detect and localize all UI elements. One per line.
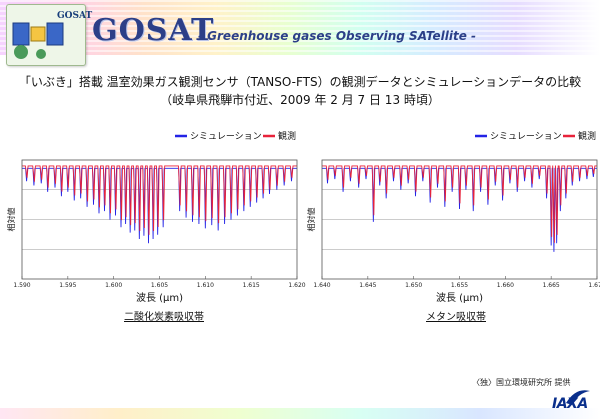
observation-series-line — [22, 165, 297, 235]
brand-title: GOSAT — [92, 13, 215, 48]
legend-label: 観測 — [278, 130, 296, 142]
credit-text: 〈独〉国立環境研究所 提供 — [472, 378, 571, 387]
figure-title: 「いぶき」搭載 温室効果ガス観測センサ（TANSO-FTS）の観測データとシミュ… — [18, 75, 582, 89]
x-tick-label: 1.590 — [13, 282, 30, 289]
x-tick-label: 1.610 — [197, 282, 214, 289]
x-tick-label: 1.605 — [151, 282, 168, 289]
satellite-icon — [12, 22, 64, 59]
x-tick-label: 1.660 — [497, 282, 514, 289]
legend-label: シミュレーション — [190, 132, 262, 142]
x-tick-label: 1.670 — [588, 282, 600, 289]
gosat-logo: GOSAT — [6, 4, 92, 66]
legend-label: シミュレーション — [490, 132, 562, 142]
x-axis-label: 波長 (μm) — [436, 291, 483, 304]
y-axis-label: 相対値 — [306, 208, 316, 232]
legend-label: 観測 — [578, 130, 596, 142]
y-axis-label: 相対値 — [6, 208, 16, 232]
header-banner — [0, 0, 600, 55]
figure-subtitle: （岐阜県飛騨市付近、2009 年 2 月 7 日 13 時頃） — [160, 93, 440, 107]
x-tick-label: 1.640 — [313, 282, 330, 289]
logo-text: GOSAT — [57, 11, 93, 21]
x-tick-label: 1.655 — [451, 282, 468, 289]
x-tick-label: 1.650 — [405, 282, 422, 289]
jaxa-logo — [566, 390, 590, 405]
footer-band — [0, 408, 600, 419]
x-axis-label: 波長 (μm) — [136, 291, 183, 304]
methane-spectrum-chart: シミュレーション 観測 1.640 1.645 1.650 1.655 1.660 1.665… — [306, 130, 600, 304]
x-tick-label: 1.600 — [105, 282, 122, 289]
x-tick-label: 1.615 — [243, 282, 260, 289]
x-tick-label: 1.620 — [288, 282, 305, 289]
brand-subtitle: - Greenhouse gases Observing SATellite - — [198, 29, 476, 43]
observation-series-line — [322, 165, 597, 243]
methane-band-caption: メタン吸収帯 — [426, 312, 486, 323]
co2-band-caption: 二酸化炭素吸収帯 — [124, 312, 204, 323]
co2-spectrum-chart: シミュレーション 観測 1.590 1.595 1.600 1.605 1.610 1.615… — [6, 130, 306, 304]
simulation-series-line — [22, 167, 297, 244]
x-tick-label: 1.595 — [59, 282, 76, 289]
x-tick-label: 1.645 — [359, 282, 376, 289]
x-tick-label: 1.665 — [543, 282, 560, 289]
